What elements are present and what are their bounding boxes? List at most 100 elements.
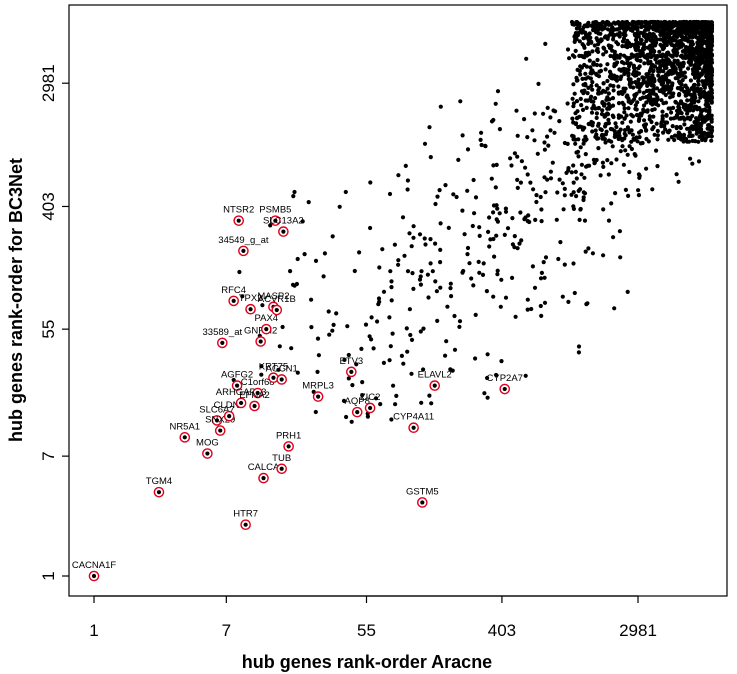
data-point	[698, 31, 703, 36]
data-point	[709, 138, 714, 143]
data-point	[545, 105, 550, 110]
data-point	[422, 141, 428, 146]
data-point	[622, 29, 627, 35]
data-point	[639, 38, 644, 43]
gene-label: GSTM5	[406, 486, 439, 497]
data-point	[696, 40, 701, 45]
data-point	[661, 45, 667, 51]
data-point	[613, 121, 618, 126]
data-point	[636, 44, 641, 50]
data-point	[678, 20, 683, 25]
data-point	[582, 62, 587, 68]
data-point	[485, 375, 490, 381]
data-point	[477, 270, 482, 275]
data-point	[411, 224, 416, 229]
data-point	[495, 219, 500, 224]
data-point	[663, 20, 668, 25]
data-point	[541, 111, 546, 116]
data-point	[566, 299, 571, 304]
data-point	[617, 55, 622, 60]
data-point	[675, 58, 680, 63]
data-point	[583, 71, 588, 76]
data-point	[616, 84, 621, 89]
gene-label: MOG	[196, 438, 219, 449]
data-point	[403, 163, 408, 168]
data-point	[631, 24, 636, 29]
gene-label: EFNA2	[239, 390, 270, 401]
data-point	[596, 123, 601, 128]
data-point	[659, 121, 664, 126]
data-point	[669, 86, 674, 91]
data-point	[578, 206, 583, 212]
data-point	[369, 315, 374, 320]
data-point	[580, 125, 585, 130]
data-point	[641, 103, 647, 108]
data-point	[472, 211, 477, 216]
data-point	[674, 113, 680, 118]
data-point	[418, 274, 423, 279]
data-point	[687, 130, 692, 135]
data-point	[695, 35, 700, 40]
data-point	[603, 140, 608, 145]
data-point	[612, 134, 617, 139]
data-point	[624, 43, 629, 48]
data-point	[561, 207, 566, 212]
data-point	[601, 164, 606, 169]
data-point	[313, 409, 318, 415]
data-point	[485, 352, 490, 357]
data-point	[622, 116, 627, 121]
gene-label: ELAVL2	[418, 370, 452, 381]
data-point	[612, 73, 617, 78]
gene-label: ACVR1B	[258, 294, 296, 305]
data-point	[376, 302, 381, 307]
data-point	[635, 139, 640, 144]
data-point	[636, 172, 642, 177]
data-point	[470, 223, 475, 229]
data-point	[513, 314, 518, 319]
gene-point	[218, 428, 223, 433]
data-point	[638, 41, 643, 46]
data-point	[685, 116, 690, 121]
data-point	[635, 100, 640, 105]
data-point	[647, 114, 652, 119]
data-point	[674, 172, 679, 177]
data-point	[670, 124, 675, 129]
data-point	[505, 226, 511, 231]
gene-label: CYP2A7	[487, 373, 523, 384]
data-point	[460, 133, 465, 138]
data-point	[322, 251, 327, 256]
gene-label: PSMB5	[259, 205, 291, 216]
data-point	[644, 100, 649, 105]
data-point	[671, 35, 676, 40]
data-point	[605, 86, 610, 91]
data-point	[399, 353, 404, 358]
data-point	[586, 246, 591, 251]
data-point	[421, 367, 426, 372]
data-point	[604, 97, 609, 102]
data-point	[630, 132, 636, 137]
data-point	[577, 39, 582, 44]
data-point	[577, 53, 582, 59]
data-point	[599, 112, 605, 117]
data-point	[476, 259, 481, 264]
data-point	[543, 41, 548, 47]
data-point	[557, 177, 562, 182]
data-point	[389, 298, 394, 303]
data-point	[583, 138, 588, 143]
data-point	[677, 39, 682, 45]
data-point	[601, 81, 606, 86]
data-point	[438, 221, 443, 226]
data-point	[541, 260, 546, 265]
data-point	[691, 83, 697, 88]
data-point	[644, 32, 649, 37]
data-point	[705, 113, 710, 118]
data-point	[539, 270, 545, 275]
data-point	[625, 38, 630, 43]
data-point	[696, 99, 701, 104]
data-point	[581, 82, 586, 87]
data-point	[291, 194, 296, 199]
data-point	[539, 313, 544, 318]
data-point	[663, 120, 669, 125]
data-point	[655, 137, 660, 142]
data-point	[545, 177, 550, 182]
